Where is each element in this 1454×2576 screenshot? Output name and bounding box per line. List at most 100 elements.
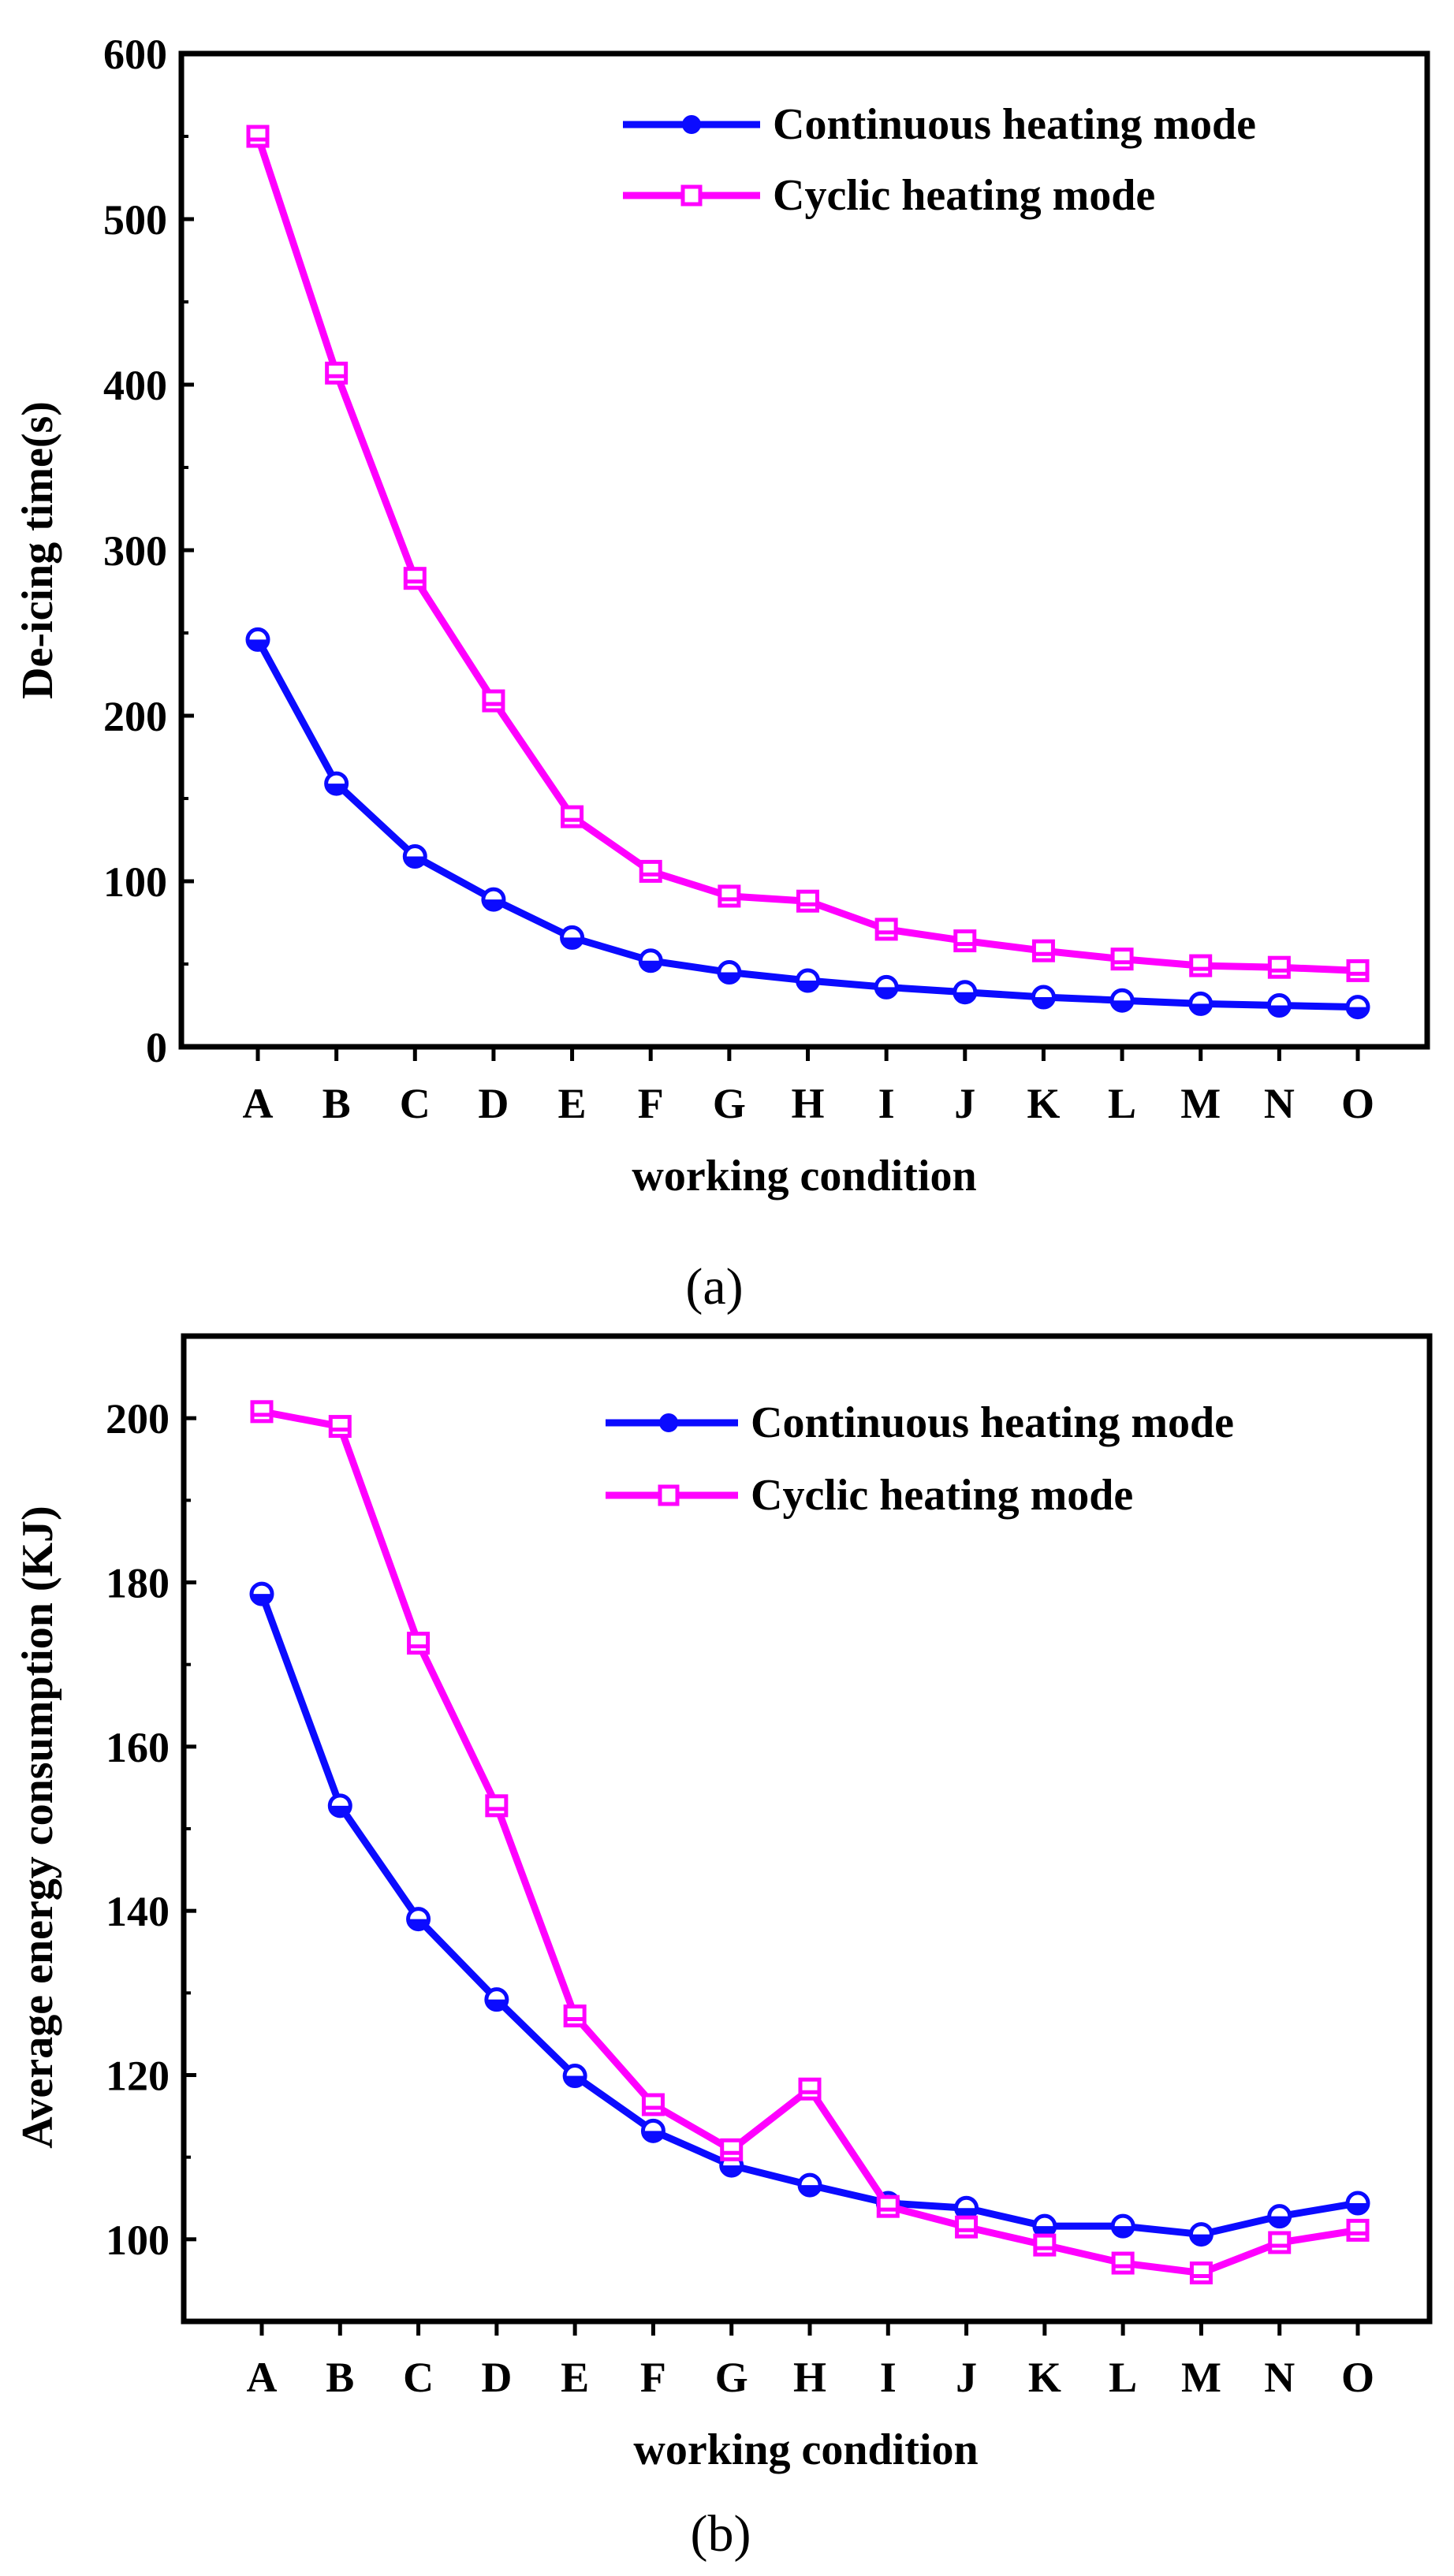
panel-b-cyclic-point-L [1111, 2251, 1135, 2275]
panel-a-continuous-point-B [324, 771, 349, 796]
panel-b-x-tick-label: A [247, 2354, 278, 2401]
panel-b-legend-continuous-key [606, 1413, 738, 1432]
panel-a-cyclic-point-C [403, 567, 427, 590]
panel-a-continuous-point-M [1188, 991, 1214, 1016]
panel-a-y-tick-label: 500 [103, 196, 167, 244]
panel-b-cyclic-point-O [1346, 2218, 1370, 2242]
panel-a-caption: (a) [685, 1258, 743, 1316]
panel-b-legend: Continuous heating mode Cyclic heating m… [606, 1398, 1234, 1520]
panel-b-y-tick-label: 200 [106, 1395, 170, 1442]
panel-b-cyclic-point-G [720, 2138, 744, 2161]
panel-b-continuous-point-O [1345, 2191, 1370, 2216]
panel-b-cyclic-point-I [876, 2194, 900, 2218]
panel-b-cyclic-point-N [1268, 2231, 1292, 2254]
panel-a-continuous-point-K [1031, 985, 1056, 1010]
panel-b-continuous-point-H [797, 2172, 822, 2198]
panel-a-y-tick-label: 100 [103, 858, 167, 906]
panel-a-x-tick-label: C [400, 1080, 431, 1127]
panel-a-cyclic-point-F [639, 859, 662, 883]
panel-a-cyclic-point-N [1267, 955, 1291, 979]
panel-a-continuous-point-A [245, 627, 270, 652]
panel-a-cyclic-point-A [246, 125, 270, 148]
panel-b-x-tick-label: O [1341, 2354, 1374, 2401]
panel-b-y-tick-label: 120 [106, 2053, 170, 2100]
panel-a-y-ticks: 0 100 200 300 400 500 600 [103, 31, 194, 1071]
panel-a-continuous-point-D [481, 887, 506, 912]
panel-a-x-tick-label: G [713, 1080, 746, 1127]
panel-a-x-tick-label: A [243, 1080, 274, 1127]
panel-b-cyclic-point-M [1189, 2261, 1213, 2285]
panel-a-x-tick-label: D [478, 1080, 509, 1127]
panel-b-x-tick-label: B [326, 2354, 354, 2401]
panel-a-series-line-continuous [254, 635, 1362, 1011]
panel-b-cyclic-point-F [641, 2093, 665, 2116]
panel-b-continuous-point-B [327, 1793, 352, 1818]
panel-a-cyclic-point-B [325, 361, 349, 385]
panel-a-y-tick-label: 400 [103, 362, 167, 409]
panel-a-series [245, 125, 1370, 1020]
panel-a-continuous-point-H [796, 968, 820, 993]
panel-a-legend: Continuous heating mode Cyclic heating m… [623, 100, 1256, 220]
panel-a-x-tick-label: M [1180, 1080, 1221, 1127]
panel-a-y-tick-label: 600 [103, 31, 167, 78]
panel-b-x-tick-label: J [956, 2354, 977, 2401]
panel-a-legend-cyclic-label: Cyclic heating mode [773, 171, 1155, 220]
panel-a-x-tick-label: B [322, 1080, 351, 1127]
panel-b-cyclic-point-J [955, 2215, 979, 2239]
panel-a-x-axis-label: working condition [632, 1152, 976, 1201]
panel-b-x-tick-label: C [403, 2354, 434, 2401]
panel-b-legend-cyclic-label: Cyclic heating mode [751, 1471, 1133, 1520]
panel-a-y-tick-label: 300 [103, 527, 167, 575]
panel-b-cyclic-point-K [1033, 2233, 1057, 2257]
panel-b-y-tick-label: 140 [106, 1888, 170, 1935]
panel-b-cyclic-point-B [328, 1415, 352, 1439]
panel-b-x-tick-label: I [880, 2354, 897, 2401]
panel-b-continuous-point-D [484, 1987, 509, 2012]
panel-a-x-tick-label: I [878, 1080, 895, 1127]
panel-a-continuous-point-F [638, 948, 663, 973]
panel-a-cyclic-point-I [874, 918, 898, 941]
panel-a-x-tick-label: K [1027, 1080, 1060, 1127]
panel-a-cyclic-point-K [1031, 939, 1055, 962]
panel-a-cyclic-point-M [1189, 954, 1213, 977]
panel-a-cyclic-point-E [561, 805, 584, 828]
panel-b-continuous-point-E [562, 2064, 587, 2089]
panel-a-y-tick-label: 0 [146, 1024, 167, 1071]
panel-b-y-tick-label: 180 [106, 1560, 170, 1607]
panel-b-continuous-point-F [640, 2118, 665, 2143]
panel-a-x-tick-label: L [1108, 1080, 1136, 1127]
panel-a-continuous-point-E [560, 925, 585, 950]
panel-a-cyclic-point-O [1346, 959, 1370, 982]
panel-a-x-tick-label: E [558, 1080, 587, 1127]
panel-a-x-tick-label: J [954, 1080, 975, 1127]
panel-b-legend-cyclic-key [606, 1484, 738, 1506]
panel-a-y-tick-label: 200 [103, 693, 167, 740]
panel-a-x-tick-label: N [1264, 1080, 1295, 1127]
panel-a-continuous-point-C [402, 844, 427, 869]
panel-a-cyclic-point-J [953, 929, 977, 953]
panel-b-y-axis-label: Average energy consumption (KJ) [13, 1506, 62, 2149]
panel-b-x-tick-label: G [715, 2354, 748, 2401]
panel-b-continuous-point-K [1032, 2213, 1057, 2239]
panel-b-y-tick-label: 160 [106, 1724, 170, 1771]
panel-a-continuous-point-J [953, 980, 978, 1005]
panel-a-continuous-point-G [717, 960, 742, 985]
panel-b-cyclic-point-A [250, 1400, 274, 1424]
panel-a-continuous-point-I [874, 974, 899, 1000]
panel-b-cyclic-point-E [563, 2005, 587, 2027]
panel-b-x-tick-label: L [1109, 2354, 1137, 2401]
panel-b-cyclic-point-D [485, 1794, 509, 1818]
panel-b-cyclic-point-C [407, 1632, 431, 1655]
panel-b-y-tick-label: 100 [106, 2217, 170, 2264]
panel-b-continuous-point-A [249, 1581, 274, 1606]
panel-b-x-tick-label: H [793, 2354, 826, 2401]
panel-a-legend-continuous-label: Continuous heating mode [773, 100, 1256, 149]
panel-b-x-tick-label: N [1264, 2354, 1295, 2401]
panel-a-cyclic-point-H [796, 889, 819, 913]
panel-b-caption: (b) [691, 2505, 751, 2563]
panel-b-x-tick-label: M [1181, 2354, 1221, 2401]
panel-a-x-tick-label: F [638, 1080, 664, 1127]
